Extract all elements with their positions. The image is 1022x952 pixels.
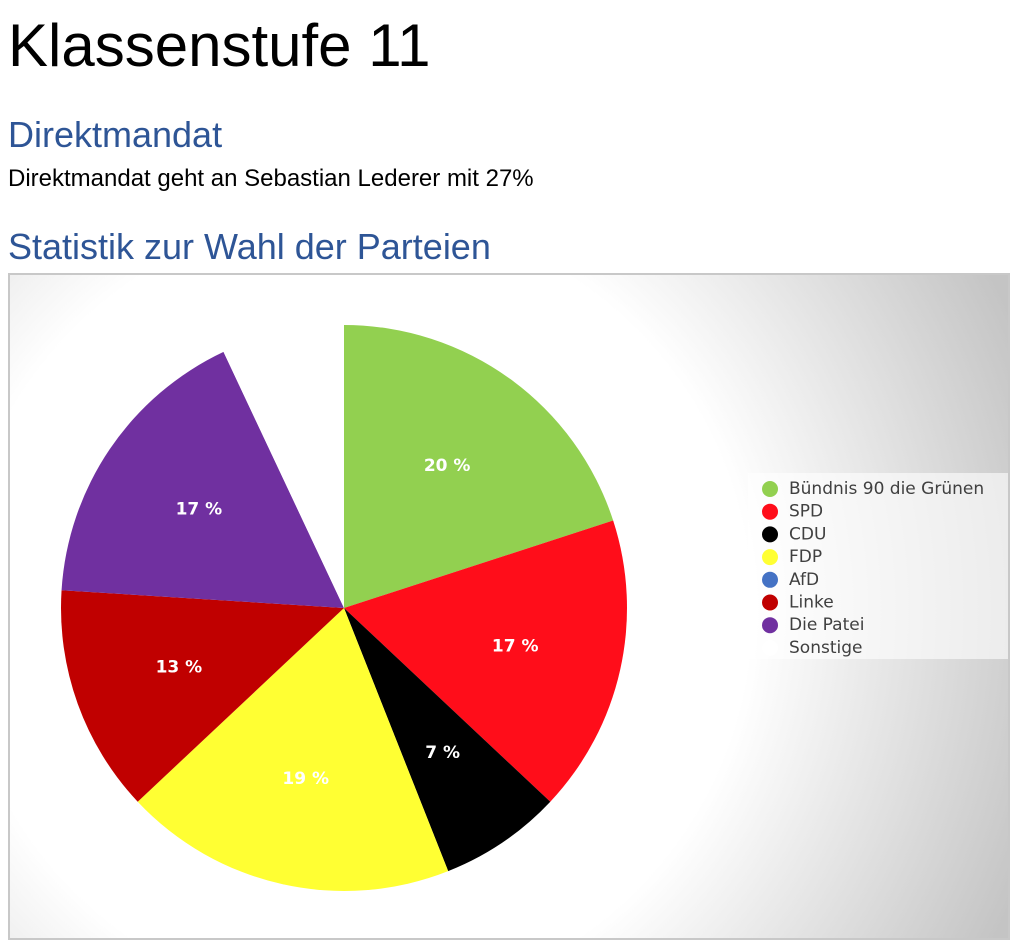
data-label-cdu: 7 % [425,743,460,763]
legend-label-linke: Linke [789,593,834,613]
pie-slice-die-patei [61,351,344,608]
pie-data-labels: 20 % 17 % 7 % 19 % 13 % 17 % [156,456,539,789]
legend-label-cdu: CDU [789,524,826,544]
data-label-bundnis-90-die-grunen: 20 % [424,456,471,476]
direktmandat-text: Direktmandat geht an Sebastian Lederer m… [8,165,534,192]
pie-slice-bundnis-90-die-grunen [344,325,614,608]
legend-box [748,473,1008,659]
legend-marker-sonstige [762,639,778,656]
data-label-spd: 17 % [492,636,539,656]
legend-label-bundnis-90-die-grunen: Bündnis 90 die Grünen [789,479,984,499]
statistik-heading: Statistik zur Wahl der Parteien [8,226,491,267]
data-label-die-patei: 17 % [176,499,223,519]
legend-label-die-patei: Die Patei [789,615,864,635]
legend-marker-linke [762,594,778,611]
legend-label-fdp: FDP [789,547,822,567]
legend-label-spd: SPD [789,502,823,522]
legend-marker-fdp [762,549,778,566]
legend-marker-afd [762,571,778,588]
direktmandat-heading: Direktmandat [8,114,223,155]
pie-slice-fdp [137,608,449,891]
pie-slice-cdu [344,608,551,872]
pie-chart-frame: 20 % 17 % 7 % 19 % 13 % 17 % Bündnis 90 die G… [8,273,1010,940]
pie-slices [61,325,627,891]
data-label-linke: 13 % [156,657,203,677]
data-label-fdp: 19 % [282,769,329,789]
legend-marker-die-patei [762,617,778,634]
legend-marker-cdu [762,526,778,543]
legend-label-afd: AfD [789,570,819,590]
pie-slice-sonstige [223,325,344,608]
legend-marker-bundnis-90-die-grunen [762,481,778,497]
pie-slice-linke [61,590,345,802]
legend-label-sonstige: Sonstige [789,638,862,658]
pie-slice-spd [344,520,627,802]
pie-chart: 20 % 17 % 7 % 19 % 13 % 17 % Bündnis 90 die G… [10,275,1008,938]
legend-marker-spd [762,503,778,520]
page-title: Klassenstufe 11 [8,12,431,79]
